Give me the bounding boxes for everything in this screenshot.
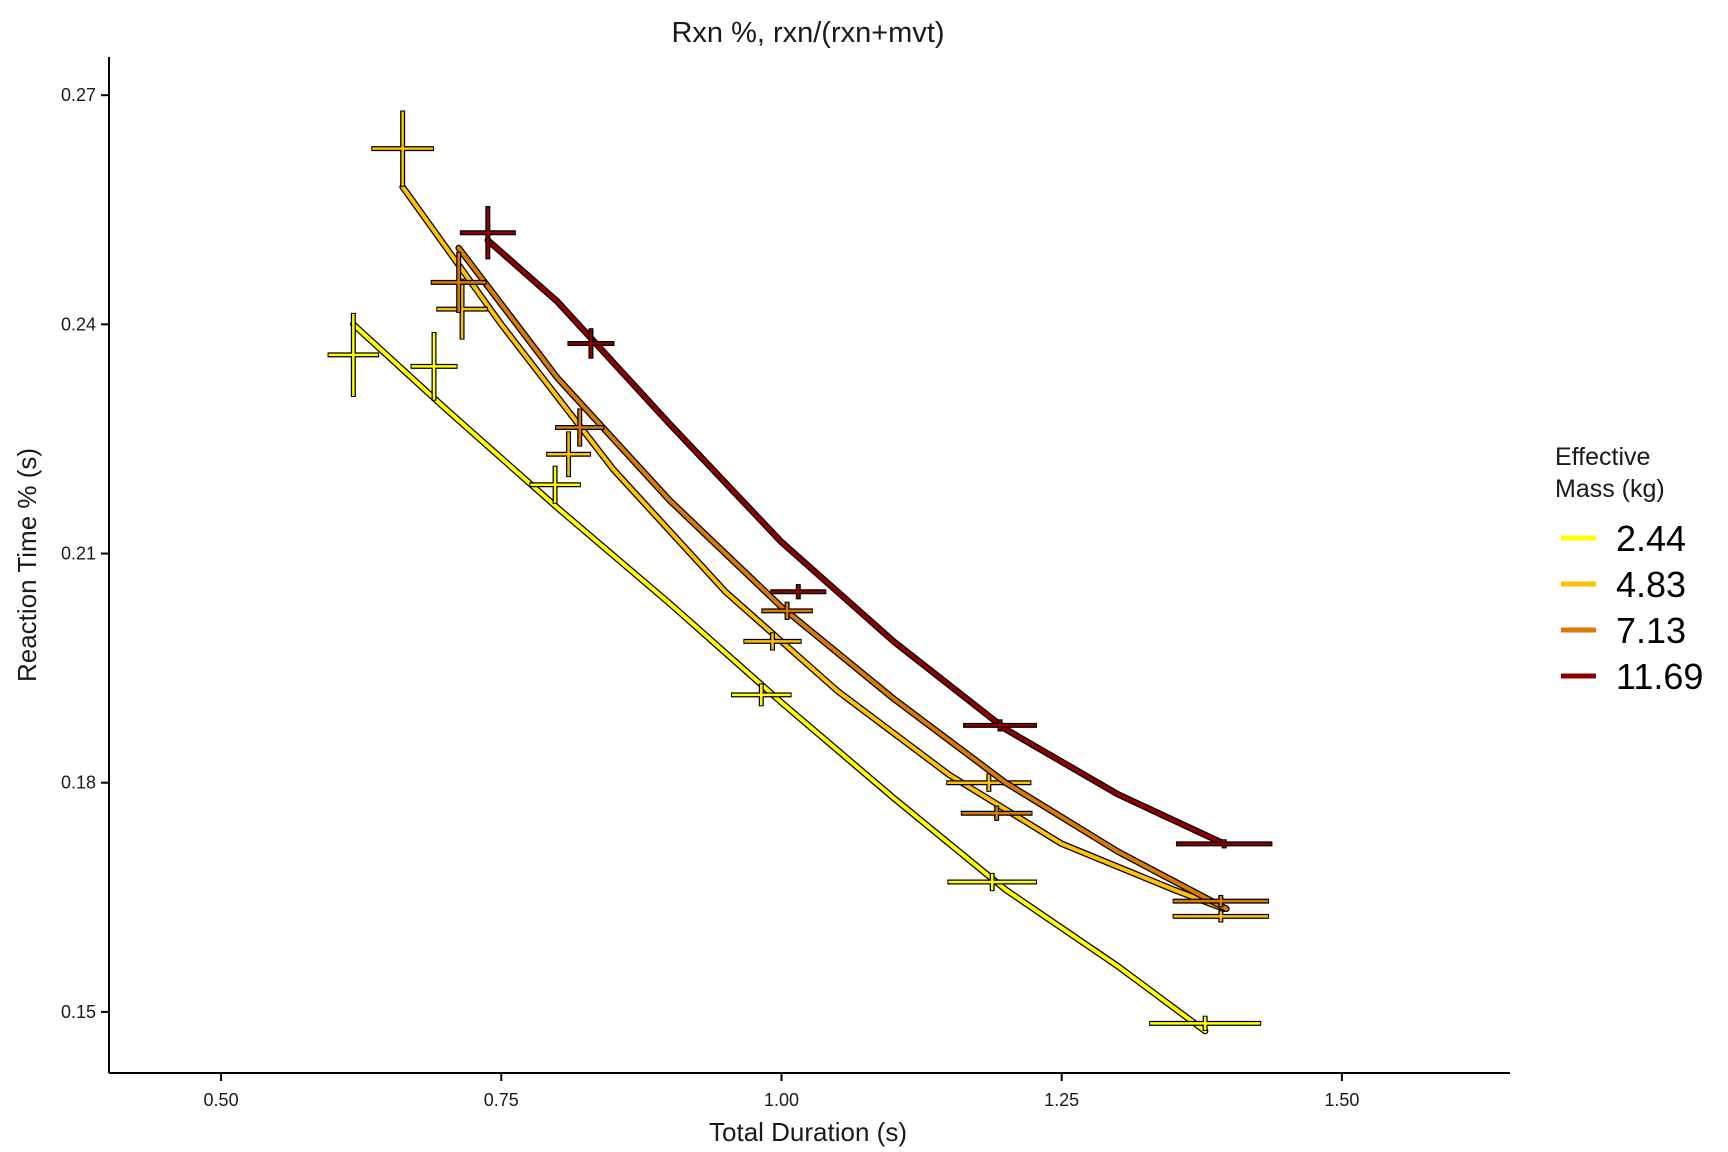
legend-title-line-1: Effective bbox=[1555, 443, 1650, 471]
error-cross bbox=[327, 312, 380, 397]
y-axis-title: Reaction Time % (s) bbox=[12, 448, 42, 682]
y-tick-label: 0.21 bbox=[61, 544, 96, 564]
error-cross bbox=[410, 332, 458, 401]
x-tick-label: 1.50 bbox=[1324, 1090, 1359, 1110]
series-11.69 bbox=[459, 205, 1273, 849]
x-tick-label: 0.75 bbox=[484, 1090, 519, 1110]
error-cross bbox=[430, 251, 487, 313]
series-4.83 bbox=[371, 110, 1270, 923]
error-cross bbox=[1176, 839, 1273, 849]
legend-label: 4.83 bbox=[1616, 564, 1686, 605]
fit-line-outline bbox=[350, 321, 1209, 1035]
error-cross bbox=[529, 465, 581, 504]
error-cross bbox=[1149, 1015, 1262, 1031]
fit-line bbox=[485, 238, 1227, 846]
x-axis-ticks: 0.50 0.75 1.00 1.25 1.50 bbox=[204, 1073, 1359, 1110]
x-tick-label: 1.25 bbox=[1044, 1090, 1079, 1110]
legend-label: 2.44 bbox=[1616, 518, 1686, 559]
error-cross bbox=[947, 872, 1038, 892]
legend-label: 7.13 bbox=[1616, 610, 1686, 651]
error-cross bbox=[555, 408, 605, 447]
error-cross bbox=[567, 328, 615, 359]
legend-title-line-2: Mass (kg) bbox=[1555, 475, 1665, 503]
fit-line bbox=[456, 246, 1229, 911]
fit-line-outline bbox=[455, 244, 1230, 913]
y-tick-label: 0.15 bbox=[61, 1002, 96, 1022]
fit-line bbox=[351, 322, 1208, 1033]
error-cross bbox=[960, 805, 1033, 821]
legend-item-11.69: 11.69 bbox=[1561, 656, 1703, 697]
legend-item-7.13: 7.13 bbox=[1561, 610, 1686, 651]
y-tick-label: 0.27 bbox=[61, 85, 96, 105]
y-axis-ticks: 0.15 0.18 0.21 0.24 0.27 bbox=[61, 85, 109, 1022]
error-cross bbox=[1172, 895, 1270, 908]
legend-label: 11.69 bbox=[1616, 656, 1703, 697]
x-tick-label: 0.50 bbox=[204, 1090, 239, 1110]
error-cross bbox=[761, 601, 813, 621]
y-tick-label: 0.18 bbox=[61, 773, 96, 793]
fit-line bbox=[400, 184, 1227, 911]
chart-title: Rxn %, rxn/(rxn+mvt) bbox=[671, 17, 944, 49]
fit-line-outline bbox=[399, 183, 1228, 913]
error-cross bbox=[743, 632, 802, 651]
y-tick-label: 0.24 bbox=[61, 314, 96, 334]
error-cross bbox=[371, 110, 435, 187]
error-cross bbox=[459, 205, 516, 260]
series-7.13 bbox=[430, 244, 1270, 913]
error-cross bbox=[731, 683, 792, 707]
x-axis-title: Total Duration (s) bbox=[709, 1117, 907, 1147]
plot-area bbox=[327, 110, 1273, 1035]
legend-item-4.83: 4.83 bbox=[1561, 564, 1686, 605]
error-cross bbox=[770, 584, 827, 600]
x-tick-label: 1.00 bbox=[764, 1090, 799, 1110]
legend-items: 2.44 4.83 7.13 11.69 bbox=[1561, 518, 1703, 697]
legend: Effective Mass (kg) 2.44 4.83 7.13 11.69 bbox=[1555, 443, 1703, 697]
error-cross bbox=[546, 431, 591, 478]
error-cross bbox=[436, 278, 488, 340]
series-2.44 bbox=[327, 312, 1262, 1035]
error-cross bbox=[946, 773, 1032, 792]
error-cross bbox=[1172, 910, 1270, 923]
error-cross bbox=[963, 719, 1038, 732]
legend-item-2.44: 2.44 bbox=[1561, 518, 1686, 559]
